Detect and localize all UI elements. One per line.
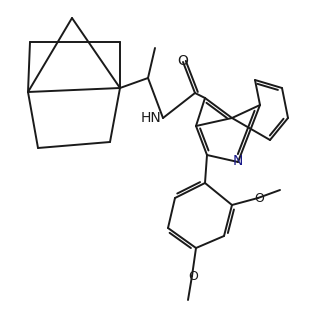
Text: HN: HN (140, 111, 161, 125)
Text: O: O (254, 192, 264, 204)
Text: N: N (233, 154, 243, 168)
Text: O: O (178, 54, 188, 68)
Text: O: O (188, 270, 198, 282)
